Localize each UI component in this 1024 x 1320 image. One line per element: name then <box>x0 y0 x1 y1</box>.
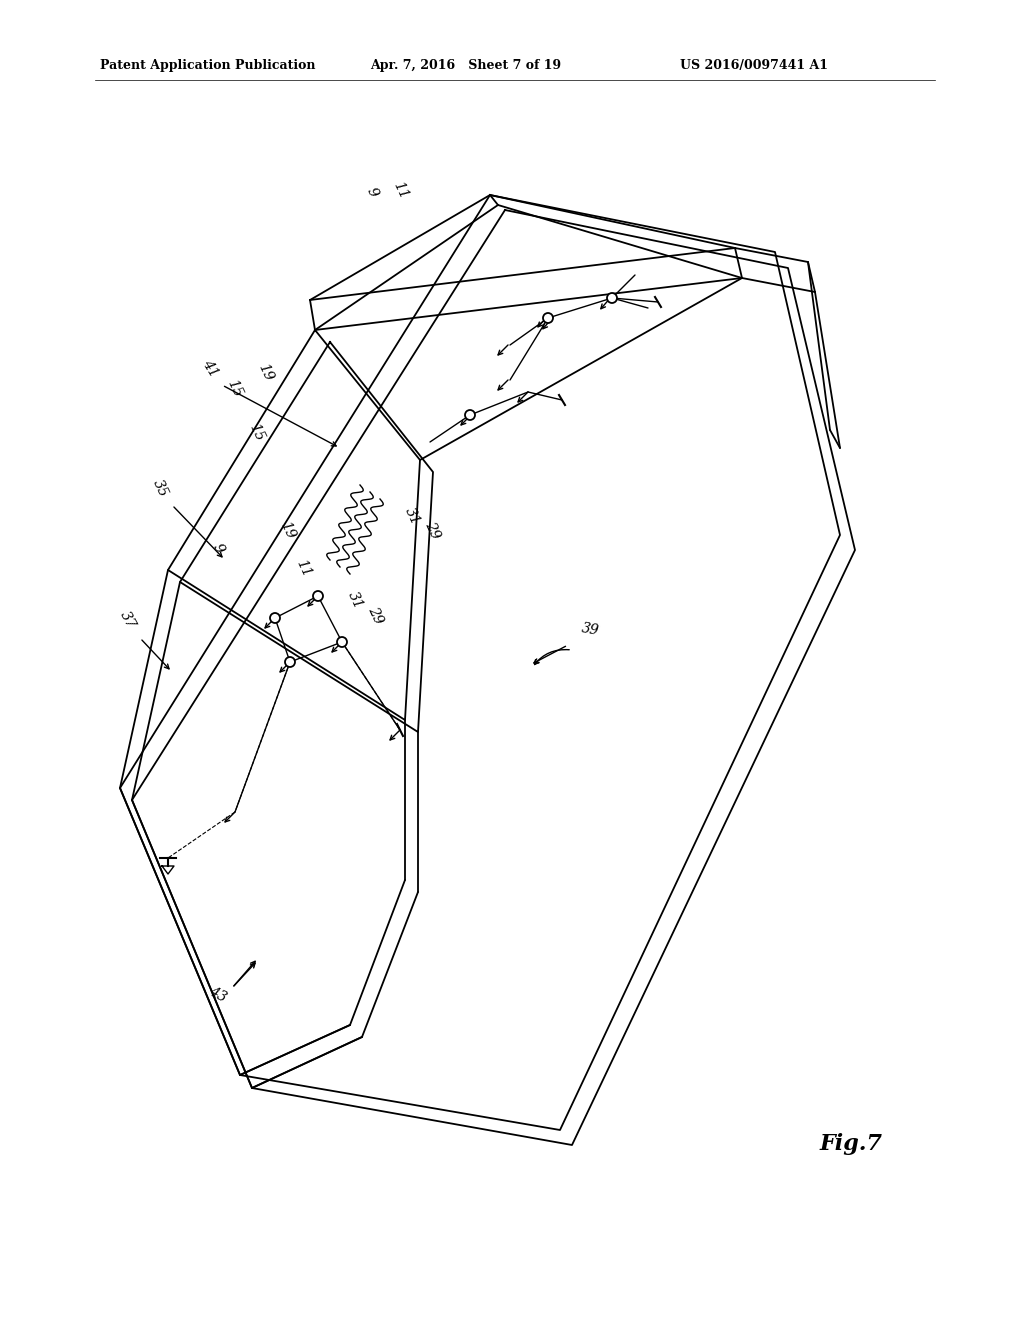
Text: 9: 9 <box>364 185 380 199</box>
Text: 19: 19 <box>276 519 297 541</box>
Circle shape <box>270 612 280 623</box>
Text: Patent Application Publication: Patent Application Publication <box>100 58 315 71</box>
Circle shape <box>607 293 617 304</box>
Circle shape <box>337 638 347 647</box>
Text: 37: 37 <box>118 609 138 631</box>
Text: 43: 43 <box>207 985 229 1006</box>
Text: 35: 35 <box>150 477 170 499</box>
Text: US 2016/0097441 A1: US 2016/0097441 A1 <box>680 58 828 71</box>
Text: 39: 39 <box>580 622 600 639</box>
Circle shape <box>465 411 475 420</box>
Text: 9: 9 <box>210 541 226 554</box>
Text: 29: 29 <box>365 605 385 626</box>
Text: Fig.7: Fig.7 <box>820 1133 883 1155</box>
Text: 19: 19 <box>255 360 275 383</box>
Text: 15: 15 <box>246 421 266 444</box>
Text: Apr. 7, 2016   Sheet 7 of 19: Apr. 7, 2016 Sheet 7 of 19 <box>370 58 561 71</box>
Circle shape <box>313 591 323 601</box>
Circle shape <box>543 313 553 323</box>
Text: 31: 31 <box>401 506 422 527</box>
Text: 11: 11 <box>293 557 313 579</box>
Text: 29: 29 <box>422 519 442 541</box>
Text: 41: 41 <box>200 356 220 379</box>
Text: 31: 31 <box>345 589 366 611</box>
Text: 11: 11 <box>390 180 410 201</box>
Text: 15: 15 <box>224 378 244 399</box>
Circle shape <box>285 657 295 667</box>
